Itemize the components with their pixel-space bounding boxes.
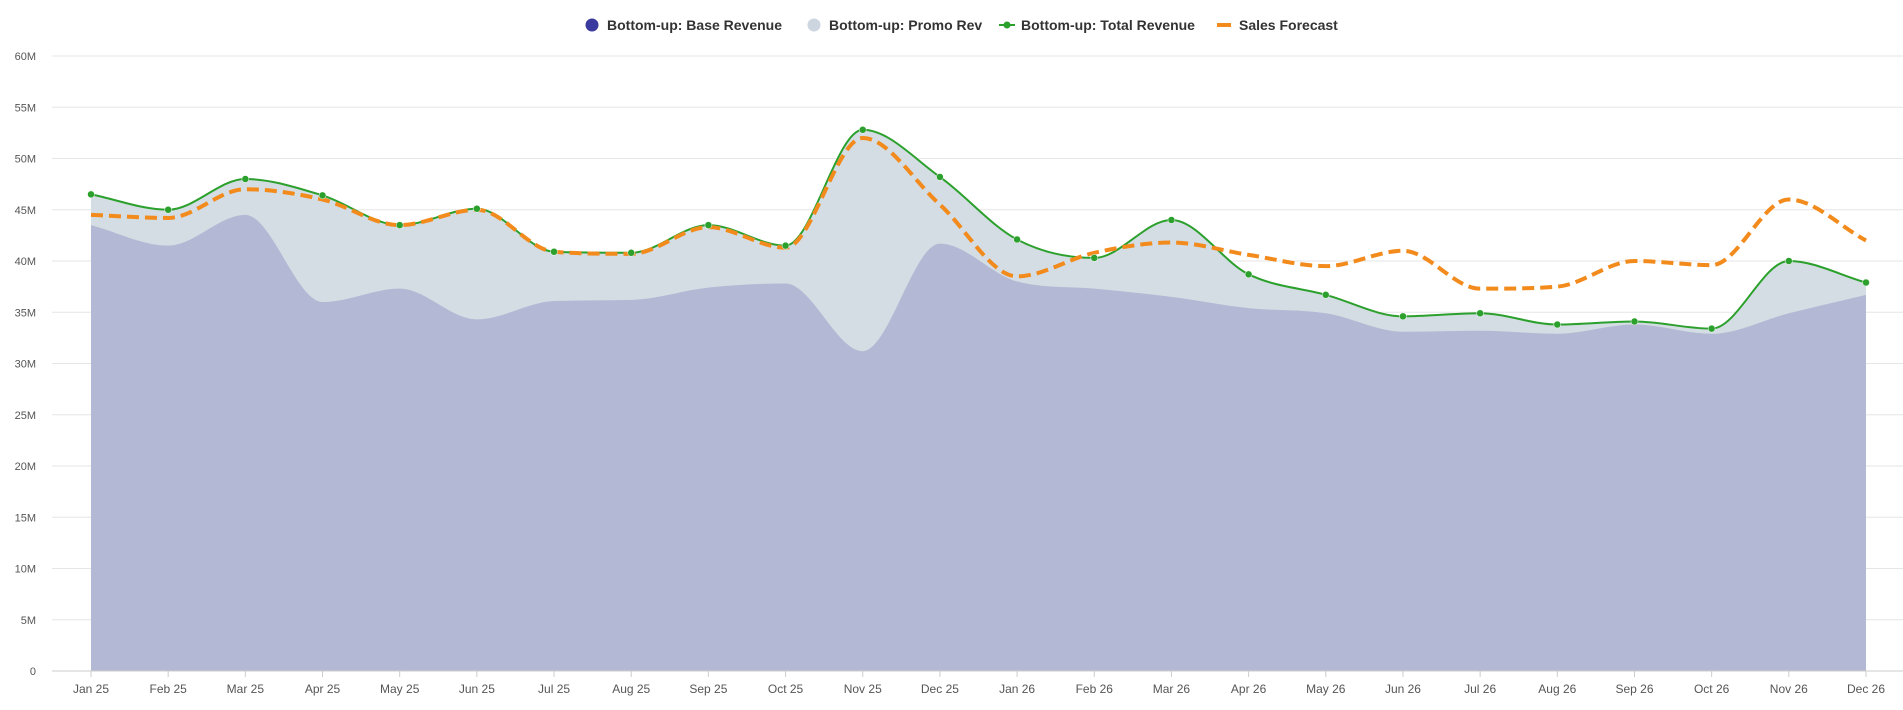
x-tick-label: Jun 25 xyxy=(459,682,495,696)
legend-label: Bottom-up: Promo Rev xyxy=(829,17,982,33)
x-tick-label: Feb 26 xyxy=(1076,682,1114,696)
axis-layer: 0 5M 10M 15M 20M 25M 30M 35M 40M 45M 50M 55M 60M Jan … xyxy=(15,51,1903,696)
total-revenue-point xyxy=(1244,270,1253,279)
total-revenue-point xyxy=(1476,309,1484,318)
y-tick-label: 35M xyxy=(15,307,36,319)
legend-label: Sales Forecast xyxy=(1239,17,1338,33)
x-tick-label: Sep 25 xyxy=(689,682,727,696)
base-revenue-area xyxy=(91,214,1866,671)
x-tick-label: Jul 25 xyxy=(538,682,570,696)
total-revenue-point xyxy=(473,204,481,213)
point-layer xyxy=(87,126,1870,333)
total-revenue-point xyxy=(936,173,944,181)
x-tick-label: Oct 26 xyxy=(1694,682,1730,696)
x-tick-label: Nov 25 xyxy=(844,682,882,696)
y-tick-label: 60M xyxy=(15,51,36,63)
total-revenue-point xyxy=(781,241,790,250)
total-revenue-point xyxy=(1630,317,1639,326)
legend-label: Bottom-up: Base Revenue xyxy=(607,17,782,33)
x-tick-label: Dec 25 xyxy=(921,682,959,696)
total-revenue-point xyxy=(1090,254,1099,262)
y-tick-label: 20M xyxy=(15,461,36,473)
x-tick-label: Mar 26 xyxy=(1153,682,1191,696)
x-tick-label: Aug 25 xyxy=(612,682,650,696)
legend: Bottom-up: Base Revenue Bottom-up: Promo … xyxy=(585,17,1338,33)
total-revenue-point xyxy=(858,126,867,134)
x-tick-label: Mar 25 xyxy=(227,682,265,696)
x-tick-label: Dec 26 xyxy=(1847,682,1885,696)
total-revenue-point xyxy=(1862,278,1870,287)
total-revenue-point xyxy=(1553,320,1562,329)
legend-total-revenue: Bottom-up: Total Revenue xyxy=(999,17,1195,33)
y-tick-label: 15M xyxy=(15,512,36,524)
x-tick-label: Sep 26 xyxy=(1615,682,1653,696)
x-tick-label: Feb 25 xyxy=(149,682,187,696)
y-tick-label: 30M xyxy=(15,359,36,371)
total-revenue-point xyxy=(1785,257,1793,265)
legend-sales-forecast: Sales Forecast xyxy=(1217,17,1338,33)
total-revenue-point xyxy=(1013,235,1021,244)
total-revenue-point xyxy=(627,249,635,257)
y-tick-label: 55M xyxy=(15,102,36,114)
total-revenue-point xyxy=(87,190,95,199)
y-tick-label: 25M xyxy=(15,410,36,422)
x-tick-label: Apr 26 xyxy=(1231,682,1267,696)
legend-promo-rev: Bottom-up: Promo Rev xyxy=(807,17,982,33)
x-tick-label: May 25 xyxy=(380,682,420,696)
total-revenue-point xyxy=(1707,324,1716,333)
x-tick-label: Oct 25 xyxy=(768,682,804,696)
x-tick-label: Jun 26 xyxy=(1385,682,1421,696)
y-tick-label: 5M xyxy=(21,615,36,627)
y-tick-label: 40M xyxy=(15,256,36,268)
legend-symbol-marker xyxy=(1003,21,1011,29)
total-revenue-point xyxy=(395,221,404,229)
x-tick-label: Jul 26 xyxy=(1464,682,1496,696)
x-tick-label: Aug 26 xyxy=(1538,682,1576,696)
y-tick-label: 50M xyxy=(15,154,36,166)
total-revenue-point xyxy=(164,206,172,214)
legend-symbol xyxy=(585,18,599,32)
legend-base-revenue: Bottom-up: Base Revenue xyxy=(585,17,782,33)
legend-label: Bottom-up: Total Revenue xyxy=(1021,17,1195,33)
area-layer xyxy=(91,129,1866,672)
total-revenue-point xyxy=(1399,312,1407,321)
y-tick-label: 10M xyxy=(15,564,36,576)
total-revenue-point xyxy=(550,248,558,256)
x-tick-label: Jan 25 xyxy=(73,682,109,696)
y-tick-label: 45M xyxy=(15,205,36,217)
x-tick-label: May 26 xyxy=(1306,682,1346,696)
legend-symbol xyxy=(807,18,821,32)
x-tick-label: Nov 26 xyxy=(1770,682,1808,696)
x-tick-label: Apr 25 xyxy=(305,682,341,696)
x-tick-label: Jan 26 xyxy=(999,682,1035,696)
total-revenue-point xyxy=(318,191,327,200)
total-revenue-point xyxy=(704,221,713,229)
total-revenue-point xyxy=(241,175,250,183)
total-revenue-point xyxy=(1322,291,1330,299)
y-tick-label: 0 xyxy=(30,666,36,678)
total-revenue-point xyxy=(1167,216,1176,224)
